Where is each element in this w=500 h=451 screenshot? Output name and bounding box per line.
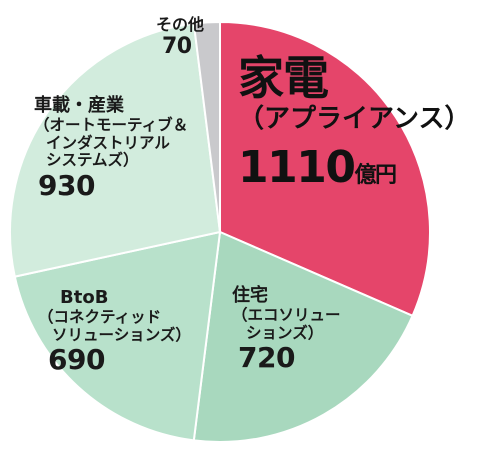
slice-sub-jutaku-1: （エコソリュー xyxy=(232,305,341,324)
slice-name-other: その他 xyxy=(156,15,205,34)
label-kaden: 家電 （アプライアンス） 1110億円 xyxy=(238,52,470,193)
label-btob: BtoB （コネクティッド ソリューションズ） 690 xyxy=(38,287,191,377)
slice-sub-sharyo-1: （オートモーティブ＆ xyxy=(34,115,189,134)
pie-slice-sharyo xyxy=(9,22,222,278)
label-other: その他 70 xyxy=(156,15,205,60)
label-sharyo: 車載・産業 （オートモーティブ＆ インダストリアル システムズ） 930 xyxy=(34,95,189,203)
slice-sub-kaden-1: （アプライアンス） xyxy=(238,103,471,134)
slice-name-btob: BtoB xyxy=(60,287,109,308)
slice-name-kaden: 家電 xyxy=(238,51,329,105)
slice-name-sharyo: 車載・産業 xyxy=(34,95,124,116)
pie-slice-other xyxy=(192,20,221,233)
label-jutaku: 住宅 （エコソリュー ションズ） 720 xyxy=(232,285,341,375)
slice-sub-sharyo-2: インダストリアル xyxy=(46,133,170,152)
pie-slices xyxy=(9,20,431,443)
slice-sub-btob-2: ソリューションズ） xyxy=(52,325,191,344)
slice-sub-jutaku-2: ションズ） xyxy=(246,323,324,342)
slice-value-sharyo: 930 xyxy=(38,169,95,203)
slice-sub-sharyo-3: システムズ） xyxy=(46,151,139,170)
slice-value-other: 70 xyxy=(162,34,192,60)
value-number-kaden: 1110 xyxy=(238,141,356,193)
slice-sub-btob-1: （コネクティッド xyxy=(38,307,162,326)
pie-slice-kaden xyxy=(219,20,431,318)
value-unit-kaden: 億円 xyxy=(354,162,397,188)
slice-value-kaden: 1110億円 xyxy=(238,141,470,194)
pie-slice-jutaku xyxy=(192,230,414,443)
slice-value-jutaku: 720 xyxy=(238,341,295,375)
slice-value-btob: 690 xyxy=(48,343,105,377)
slice-name-jutaku: 住宅 xyxy=(232,285,268,306)
pie-slice-btob xyxy=(13,230,222,442)
